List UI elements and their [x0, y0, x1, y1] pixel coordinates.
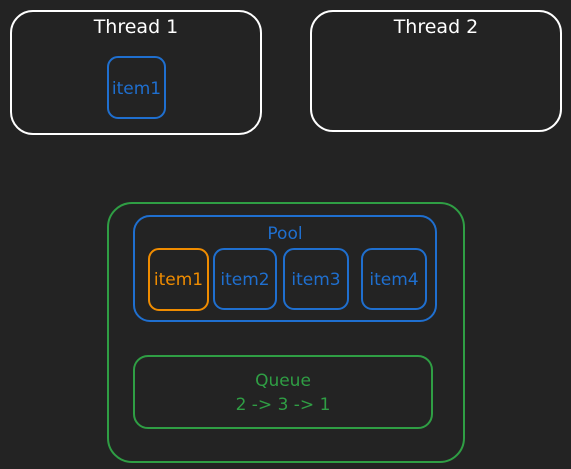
outer-container [107, 202, 465, 463]
pool-item-4-label: item4 [369, 270, 418, 290]
pool-border [133, 215, 437, 322]
pool-item-2-box [213, 248, 277, 310]
pool-item-4-box [361, 248, 427, 310]
pool-item-3-box [283, 248, 349, 310]
queue-order: 2 -> 3 -> 1 [236, 395, 331, 415]
thread-1-title: Thread 1 [93, 16, 179, 38]
queue-border [133, 355, 433, 429]
pool-item-1-label: item1 [154, 270, 203, 290]
pool-item-2-label: item2 [220, 270, 269, 290]
thread-1-item-label: item1 [112, 79, 161, 99]
queue-title: Queue [255, 371, 311, 391]
thread-2-title: Thread 2 [393, 16, 479, 38]
thread-1-item-box [107, 56, 166, 119]
thread-1-border [10, 10, 262, 135]
pool-item-1-box [148, 248, 209, 311]
pool-title: Pool [267, 224, 302, 244]
pool-item-3-label: item3 [291, 270, 340, 290]
thread-2-box: Thread 2 [310, 10, 562, 132]
thread-2-border [310, 10, 562, 132]
pool-box: Pool item1 item2 item3 item4 [133, 215, 437, 322]
thread-1-box: Thread 1 item1 [10, 10, 262, 135]
queue-box: Queue 2 -> 3 -> 1 [133, 355, 433, 429]
